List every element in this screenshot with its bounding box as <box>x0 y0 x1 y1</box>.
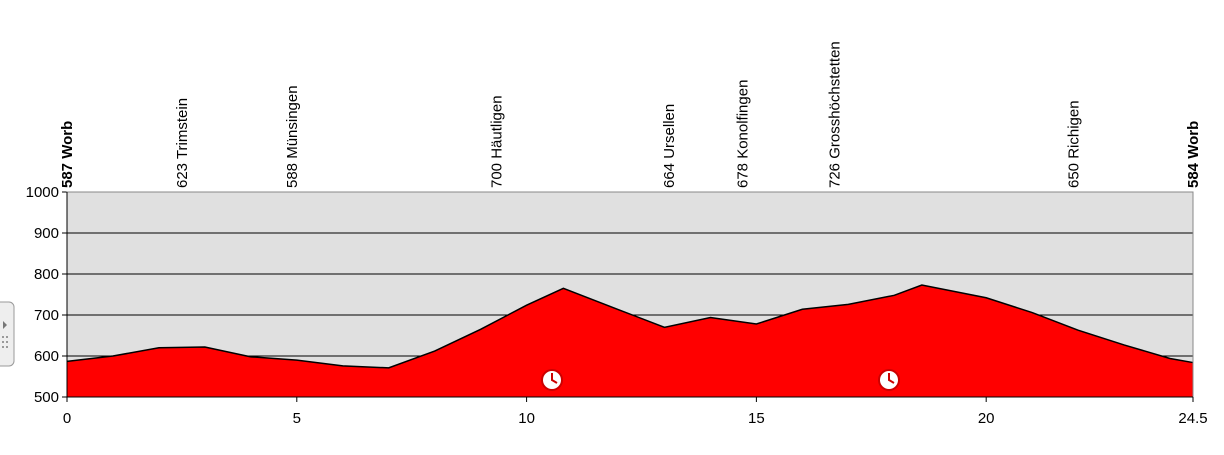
x-tick-label: 20 <box>978 410 995 427</box>
clock-icon <box>878 369 900 391</box>
x-tick-label: 0 <box>63 410 71 427</box>
waypoint-label: 623 Trimstein <box>174 98 191 188</box>
waypoint-label: 587 Worb <box>59 121 76 188</box>
waypoint-label: 588 Münsingen <box>284 85 301 188</box>
y-tick-label: 500 <box>34 389 59 406</box>
y-tick-label: 700 <box>34 307 59 324</box>
waypoint-label: 584 Worb <box>1185 121 1202 188</box>
clock-icon <box>541 369 563 391</box>
x-tick-label: 10 <box>518 410 535 427</box>
clock-hands <box>888 373 895 384</box>
x-tick-label: 24.5 <box>1178 410 1207 427</box>
clock-hands <box>551 373 558 384</box>
y-tick-label: 600 <box>34 348 59 365</box>
waypoint-label: 678 Konolfingen <box>735 80 752 188</box>
waypoint-label: 726 Grosshöchstetten <box>827 41 844 188</box>
waypoint-label: 700 Häutligen <box>489 95 506 188</box>
elevation-line <box>66 284 1194 369</box>
x-tick-label: 15 <box>748 410 765 427</box>
side-handle[interactable] <box>0 301 15 367</box>
y-tick-label: 1000 <box>26 184 59 201</box>
waypoint-label: 650 Richigen <box>1066 100 1083 188</box>
x-tick-label: 5 <box>293 410 301 427</box>
y-tick-label: 800 <box>34 266 59 283</box>
elevation-area <box>67 285 1193 397</box>
y-tick-label: 900 <box>34 225 59 242</box>
waypoint-label: 664 Ursellen <box>661 104 678 188</box>
